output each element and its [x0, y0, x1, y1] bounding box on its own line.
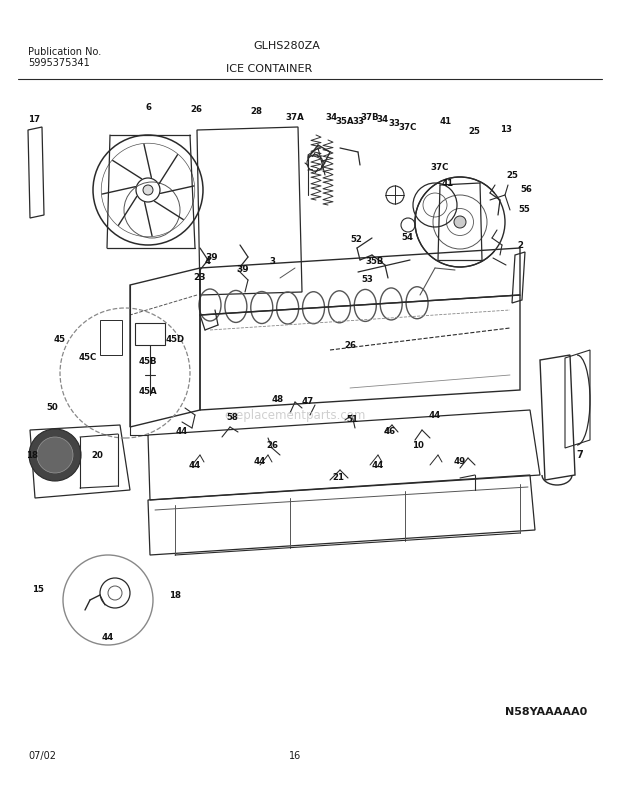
- Circle shape: [143, 185, 153, 195]
- Text: 17: 17: [28, 116, 40, 125]
- Text: 26: 26: [266, 440, 278, 450]
- Text: 39: 39: [237, 266, 249, 274]
- Text: 56: 56: [520, 186, 532, 194]
- Text: ereplacementparts.com: ereplacementparts.com: [224, 408, 366, 422]
- Bar: [135, 323, 165, 345]
- Text: 45C: 45C: [79, 354, 97, 362]
- Text: Publication No.: Publication No.: [28, 47, 101, 57]
- Text: 16: 16: [289, 751, 301, 761]
- Text: 25: 25: [506, 170, 518, 179]
- Text: 49: 49: [454, 458, 466, 466]
- Text: 10: 10: [412, 440, 424, 450]
- Text: 23: 23: [193, 274, 206, 282]
- Text: 52: 52: [350, 236, 362, 244]
- Text: 58: 58: [226, 413, 238, 423]
- Text: 37C: 37C: [431, 163, 449, 171]
- Text: 2: 2: [517, 240, 523, 250]
- Text: 46: 46: [384, 427, 396, 436]
- Text: 7: 7: [577, 450, 583, 460]
- Text: GLHS280ZA: GLHS280ZA: [254, 41, 321, 51]
- Text: 37C: 37C: [399, 124, 417, 132]
- Text: 20: 20: [91, 450, 103, 459]
- Text: 6: 6: [145, 104, 151, 113]
- Text: 34: 34: [326, 113, 338, 122]
- Text: 44: 44: [102, 634, 114, 642]
- Circle shape: [37, 437, 73, 473]
- Text: 45: 45: [54, 335, 66, 344]
- Text: 44: 44: [176, 427, 188, 436]
- Text: 44: 44: [372, 461, 384, 469]
- Text: 45D: 45D: [166, 335, 185, 344]
- Text: 3: 3: [269, 258, 275, 266]
- Text: 25: 25: [468, 128, 480, 136]
- Text: 44: 44: [189, 461, 201, 469]
- Text: 50: 50: [46, 404, 58, 412]
- Text: 41: 41: [442, 178, 454, 187]
- Text: 48: 48: [272, 396, 284, 404]
- Text: 21: 21: [332, 473, 344, 482]
- Text: 45A: 45A: [139, 388, 157, 396]
- Text: 47: 47: [302, 397, 314, 407]
- Text: 44: 44: [254, 458, 266, 466]
- Bar: [100, 320, 122, 355]
- Text: 07/02: 07/02: [28, 751, 56, 761]
- Text: 33: 33: [352, 117, 364, 127]
- Text: ICE CONTAINER: ICE CONTAINER: [226, 64, 312, 74]
- Text: 13: 13: [500, 125, 512, 135]
- Text: 45B: 45B: [139, 358, 157, 366]
- Text: 41: 41: [440, 117, 452, 127]
- Text: 15: 15: [32, 585, 44, 595]
- Text: 54: 54: [401, 232, 413, 242]
- Text: 35B: 35B: [366, 258, 384, 266]
- Text: N58YAAAAA0: N58YAAAAA0: [505, 707, 587, 717]
- Text: 28: 28: [250, 108, 262, 117]
- Text: 33: 33: [388, 120, 400, 128]
- Text: 37B: 37B: [361, 113, 379, 122]
- Circle shape: [29, 429, 81, 481]
- Text: 51: 51: [346, 416, 358, 424]
- Text: 34: 34: [377, 116, 389, 125]
- Text: 5995375341: 5995375341: [28, 58, 90, 68]
- Text: 37A: 37A: [286, 113, 304, 122]
- Text: 35A: 35A: [336, 117, 354, 127]
- Text: 4: 4: [205, 258, 211, 266]
- Text: 18: 18: [169, 591, 181, 600]
- Text: 26: 26: [344, 340, 356, 350]
- Text: 44: 44: [429, 411, 441, 419]
- Text: 55: 55: [518, 205, 530, 214]
- Text: 39: 39: [206, 254, 218, 262]
- Circle shape: [454, 216, 466, 228]
- Text: 26: 26: [190, 105, 202, 114]
- Text: 18: 18: [26, 450, 38, 459]
- Text: 53: 53: [361, 275, 373, 285]
